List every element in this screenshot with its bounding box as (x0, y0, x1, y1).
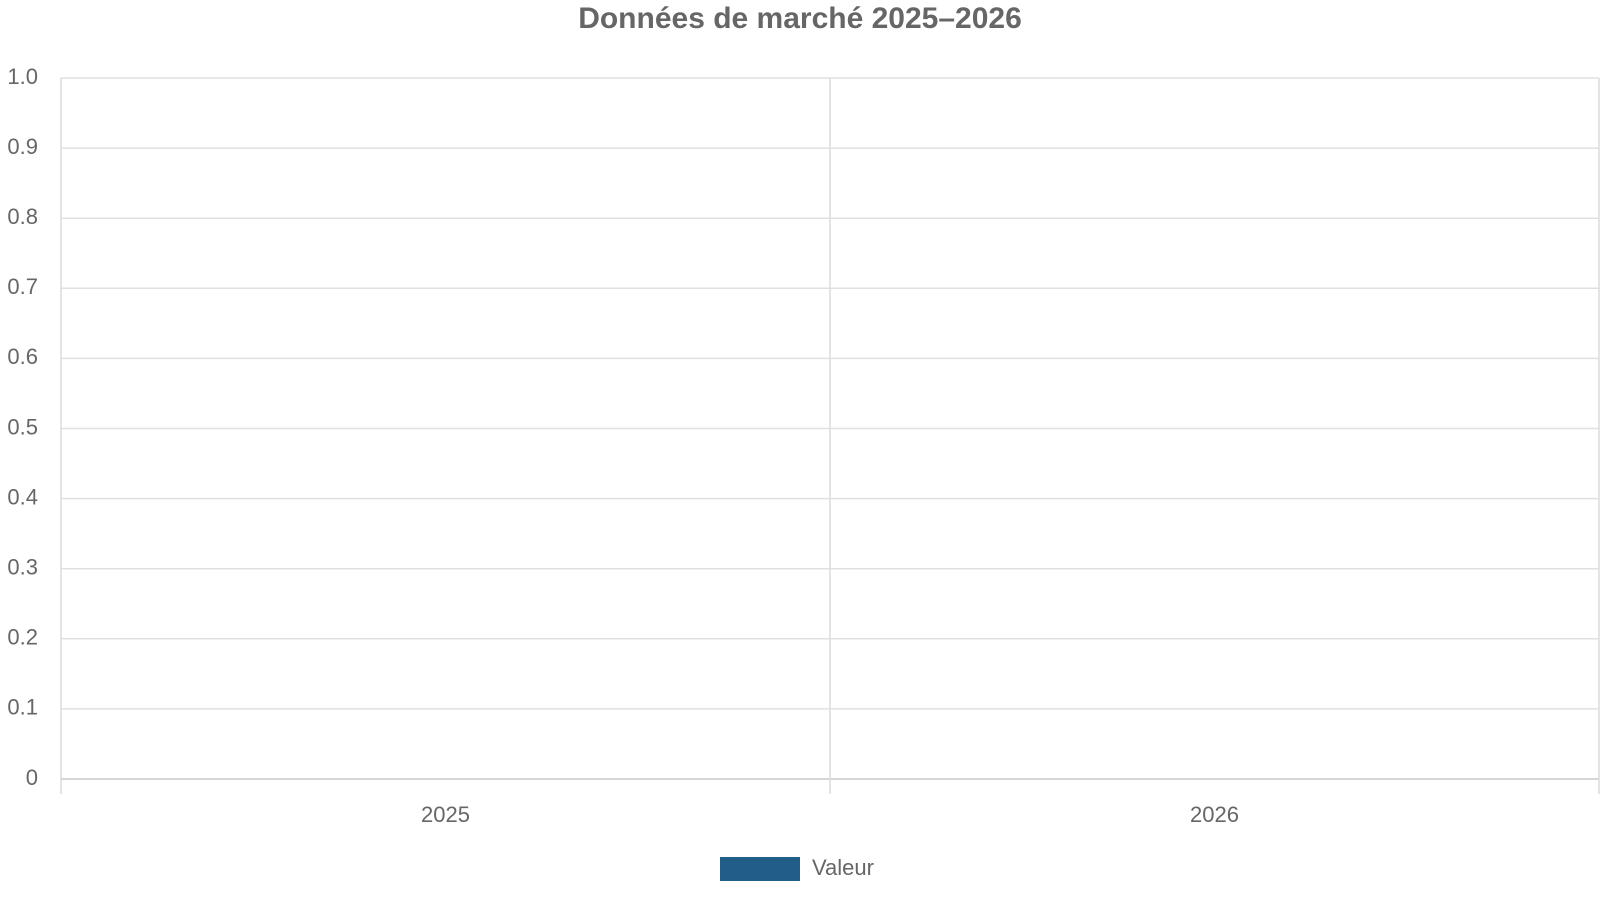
y-tick-label: 0.4 (7, 484, 38, 509)
y-tick-label: 0.2 (7, 625, 38, 650)
y-tick-label: 0.7 (7, 274, 38, 299)
legend-swatch (720, 857, 800, 881)
x-tick-label: 2026 (1190, 802, 1239, 827)
y-tick-label: 0 (26, 765, 38, 790)
legend-label: Valeur (812, 855, 874, 880)
x-tick-label: 2025 (421, 802, 470, 827)
y-tick-label: 0.1 (7, 695, 38, 720)
chart-title: Données de marché 2025–2026 (578, 2, 1022, 35)
y-tick-label: 0.8 (7, 204, 38, 229)
y-tick-label: 0.6 (7, 344, 38, 369)
y-tick-label: 1.0 (7, 64, 38, 89)
y-tick-label: 0.5 (7, 414, 38, 439)
y-tick-label: 0.9 (7, 134, 38, 159)
y-tick-label: 0.3 (7, 555, 38, 580)
